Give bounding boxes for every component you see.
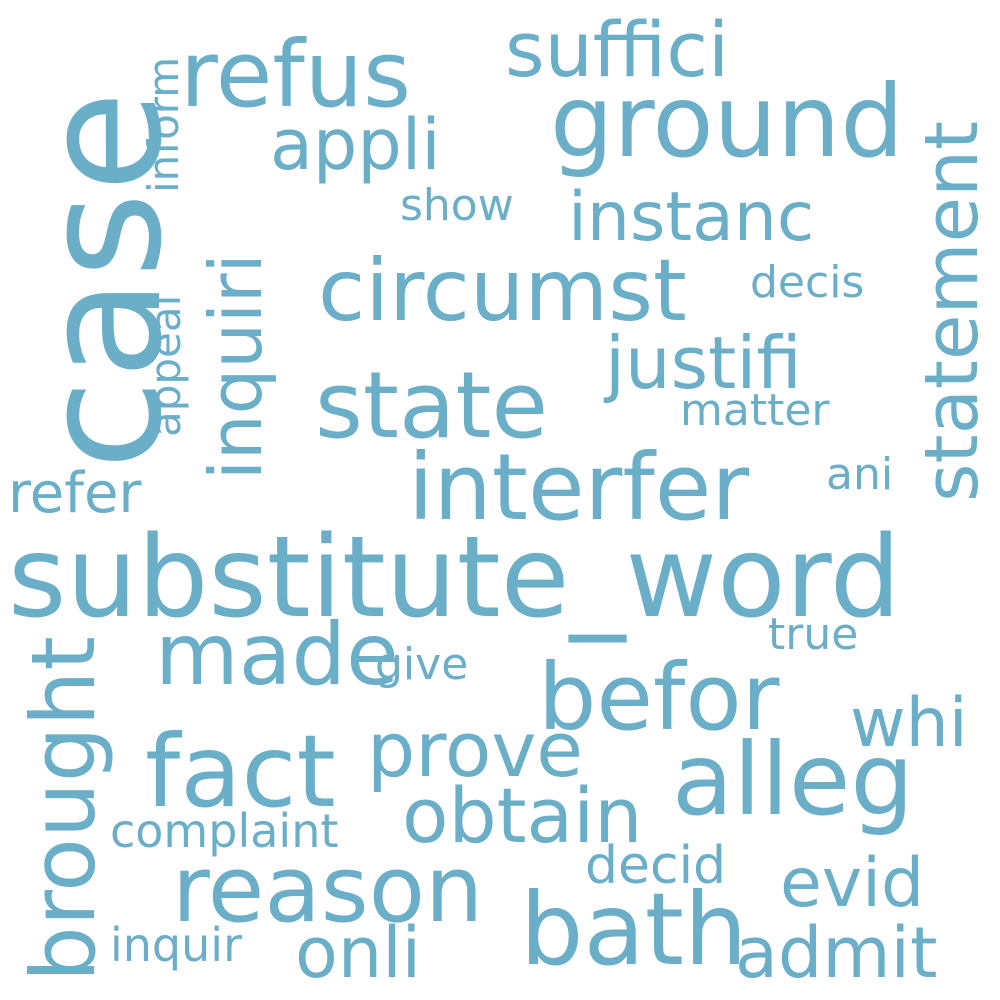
- word-whi: whi: [850, 684, 968, 763]
- word-made: made: [155, 605, 399, 705]
- word-statement: statement: [909, 121, 995, 502]
- word-refus: refus: [180, 21, 412, 128]
- word-inform: inform: [139, 56, 188, 193]
- word-instanc: instanc: [568, 178, 815, 257]
- word-inquiri: inquiri: [194, 253, 278, 480]
- word-ground: ground: [550, 63, 904, 180]
- word-suffici: suffici: [505, 5, 730, 94]
- word-evid: evid: [780, 844, 925, 923]
- word-decid: decid: [585, 836, 727, 896]
- word-prove: prove: [367, 705, 584, 794]
- word-bath: bath: [520, 871, 748, 988]
- word-appli: appli: [270, 104, 441, 186]
- word-fact: fact: [145, 713, 336, 830]
- word-true: true: [768, 609, 859, 660]
- word-show: show: [400, 180, 514, 231]
- word-give: give: [375, 639, 469, 690]
- word-onli: onli: [295, 912, 422, 994]
- word-ani: ani: [826, 449, 894, 500]
- word-obtain: obtain: [402, 771, 643, 860]
- word-complaint: complaint: [110, 804, 339, 858]
- word-alleg: alleg: [672, 721, 914, 838]
- word-admit: admit: [735, 912, 938, 994]
- word-decis: decis: [750, 257, 865, 308]
- word-refer: refer: [8, 461, 142, 526]
- word-matter: matter: [680, 385, 830, 436]
- word-appeal: appeal: [141, 294, 190, 437]
- word-substitute-word: substitute_word: [8, 513, 901, 643]
- word-inquir: inquir: [110, 918, 242, 972]
- word-interfer: interfer: [408, 434, 750, 541]
- word-reason: reason: [172, 836, 484, 943]
- word-brought: brought: [12, 636, 115, 982]
- word-circumst: circumst: [318, 241, 687, 341]
- word-justifi: justifi: [605, 321, 802, 405]
- word-state: state: [315, 352, 549, 459]
- word-befor: befor: [538, 644, 780, 751]
